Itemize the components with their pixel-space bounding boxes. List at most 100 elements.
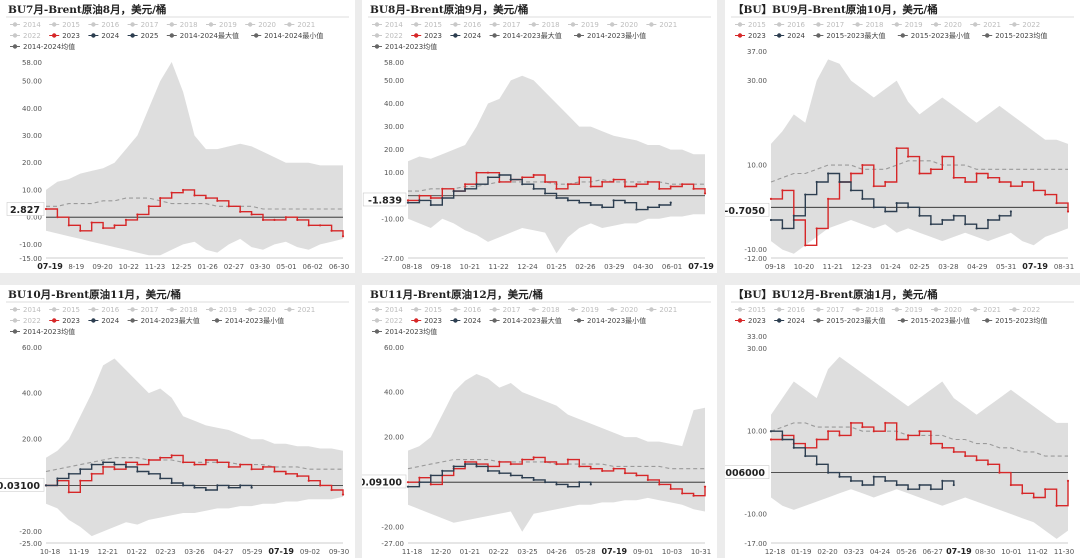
data-point (941, 446, 944, 449)
legend-item[interactable]: 2018 (528, 21, 560, 29)
legend-item[interactable]: 2023 (735, 317, 766, 325)
legend-item[interactable]: 2024 (450, 317, 482, 325)
legend-item[interactable]: 2014-2023最大值 (489, 31, 562, 40)
legend-item[interactable]: 2018 (528, 306, 560, 314)
legend-item[interactable]: 2021 (970, 306, 1001, 314)
legend-item[interactable]: 2016 (450, 21, 482, 29)
legend-item[interactable]: 2025 (127, 32, 159, 40)
legend-item[interactable]: 2019 (568, 21, 599, 29)
legend-item[interactable]: 2018 (166, 21, 198, 29)
legend-item[interactable]: 2015-2023最大值 (813, 31, 886, 40)
legend-item[interactable]: 2015 (411, 21, 442, 29)
legend-item[interactable]: 2014-2023均值 (372, 42, 437, 51)
legend-item[interactable]: 2015 (411, 306, 442, 314)
legend-item[interactable]: 2014 (372, 21, 403, 29)
legend-item[interactable]: 2017 (489, 306, 521, 314)
legend-item[interactable]: 2016 (88, 306, 120, 314)
data-point (418, 199, 421, 202)
legend-item[interactable]: 2020 (607, 306, 638, 314)
legend-item[interactable]: 2023 (735, 32, 766, 40)
legend-item[interactable]: 2014-2023最大值 (127, 316, 200, 325)
legend-item[interactable]: 2020 (607, 21, 638, 29)
x-tick-label: 12-23 (852, 263, 872, 271)
data-point (692, 494, 695, 497)
legend-item[interactable]: 2014 (10, 21, 41, 29)
legend-item[interactable]: 2015 (735, 306, 766, 314)
legend-item[interactable]: 2015-2023最小值 (897, 316, 970, 325)
legend-item[interactable]: 2016 (774, 306, 806, 314)
legend-item[interactable]: 2017 (813, 21, 844, 29)
data-point (486, 469, 490, 473)
legend-item[interactable]: 2017 (813, 306, 844, 314)
legend-item[interactable]: 2024 (88, 317, 120, 325)
legend-item[interactable]: 2024 (774, 32, 806, 40)
legend-dot-icon (576, 33, 582, 38)
legend-item[interactable]: 2022 (372, 32, 403, 40)
y-bottom-label: -17.00 (744, 540, 767, 548)
legend-item[interactable]: 2015-2023最小值 (897, 31, 970, 40)
legend-item[interactable]: 2014-2023最小值 (574, 316, 646, 325)
data-point (769, 218, 773, 222)
legend-dot-icon (169, 33, 174, 38)
legend-label: 2014-2023最大值 (141, 316, 200, 325)
legend-item[interactable]: 2024 (450, 32, 482, 40)
legend-item[interactable]: 2014-2023均值 (10, 327, 75, 336)
legend-item[interactable]: 2014 (372, 306, 403, 314)
legend-item[interactable]: 2016 (450, 306, 482, 314)
legend-item[interactable]: 2021 (646, 306, 677, 314)
legend-item[interactable]: 2021 (284, 21, 315, 29)
legend-item[interactable]: 2020 (245, 21, 276, 29)
legend-item[interactable]: 2015 (49, 306, 80, 314)
legend-item[interactable]: 2023 (49, 317, 80, 325)
data-point (1055, 201, 1058, 205)
legend-item[interactable]: 2014-2023最小值 (574, 31, 646, 40)
data-point (1044, 193, 1047, 196)
legend-item[interactable]: 2017 (127, 306, 159, 314)
legend-item[interactable]: 2019 (568, 306, 599, 314)
legend-item[interactable]: 2020 (931, 306, 962, 314)
legend-item[interactable]: 2021 (970, 21, 1001, 29)
legend-item[interactable]: 2019 (891, 21, 923, 29)
legend-item[interactable]: 2021 (646, 21, 677, 29)
legend-dot-icon (12, 22, 18, 27)
legend-item[interactable]: 2015-2023均值 (982, 316, 1047, 325)
legend-item[interactable]: 2021 (284, 306, 315, 314)
legend-item[interactable]: 2023 (411, 32, 442, 40)
legend-dot-icon (816, 307, 821, 312)
legend-item[interactable]: 2022 (1009, 306, 1040, 314)
legend-item[interactable]: 2022 (10, 317, 41, 325)
legend-item[interactable]: 2019 (891, 306, 923, 314)
legend-label: 2018 (542, 21, 560, 29)
legend-item[interactable]: 2015-2023最大值 (813, 316, 886, 325)
legend-item[interactable]: 2016 (774, 21, 806, 29)
legend-item[interactable]: 2022 (372, 317, 403, 325)
legend-item[interactable]: 2015 (735, 21, 766, 29)
legend-item[interactable]: 2017 (489, 21, 521, 29)
legend-item[interactable]: 2014-2024均值 (10, 42, 75, 51)
legend-item[interactable]: 2014-2024最小值 (251, 31, 323, 40)
legend-item[interactable]: 2017 (127, 21, 159, 29)
legend-item[interactable]: 2022 (10, 32, 41, 40)
legend-item[interactable]: 2018 (166, 306, 198, 314)
legend-item[interactable]: 2018 (852, 306, 884, 314)
legend-item[interactable]: 2020 (245, 306, 276, 314)
legend-item[interactable]: 2023 (49, 32, 80, 40)
legend-item[interactable]: 2014-2023最大值 (489, 316, 562, 325)
legend-item[interactable]: 2024 (774, 317, 806, 325)
legend-item[interactable]: 2014 (10, 306, 41, 314)
data-point (429, 196, 432, 200)
legend-item[interactable]: 2019 (206, 306, 237, 314)
legend-item[interactable]: 2022 (1009, 21, 1040, 29)
legend-item[interactable]: 2014-2024最大值 (166, 31, 239, 40)
legend-item[interactable]: 2015-2023均值 (982, 31, 1047, 40)
legend-item[interactable]: 2023 (411, 317, 442, 325)
legend-item[interactable]: 2019 (206, 21, 237, 29)
legend-item[interactable]: 2014-2023均值 (372, 327, 437, 336)
legend-item[interactable]: 2015 (49, 21, 80, 29)
y-tick-label: 40.00 (22, 105, 42, 113)
legend-item[interactable]: 2020 (931, 21, 962, 29)
legend-item[interactable]: 2018 (852, 21, 884, 29)
legend-item[interactable]: 2016 (88, 21, 120, 29)
legend-item[interactable]: 2014-2023最小值 (212, 316, 284, 325)
legend-item[interactable]: 2024 (88, 32, 120, 40)
